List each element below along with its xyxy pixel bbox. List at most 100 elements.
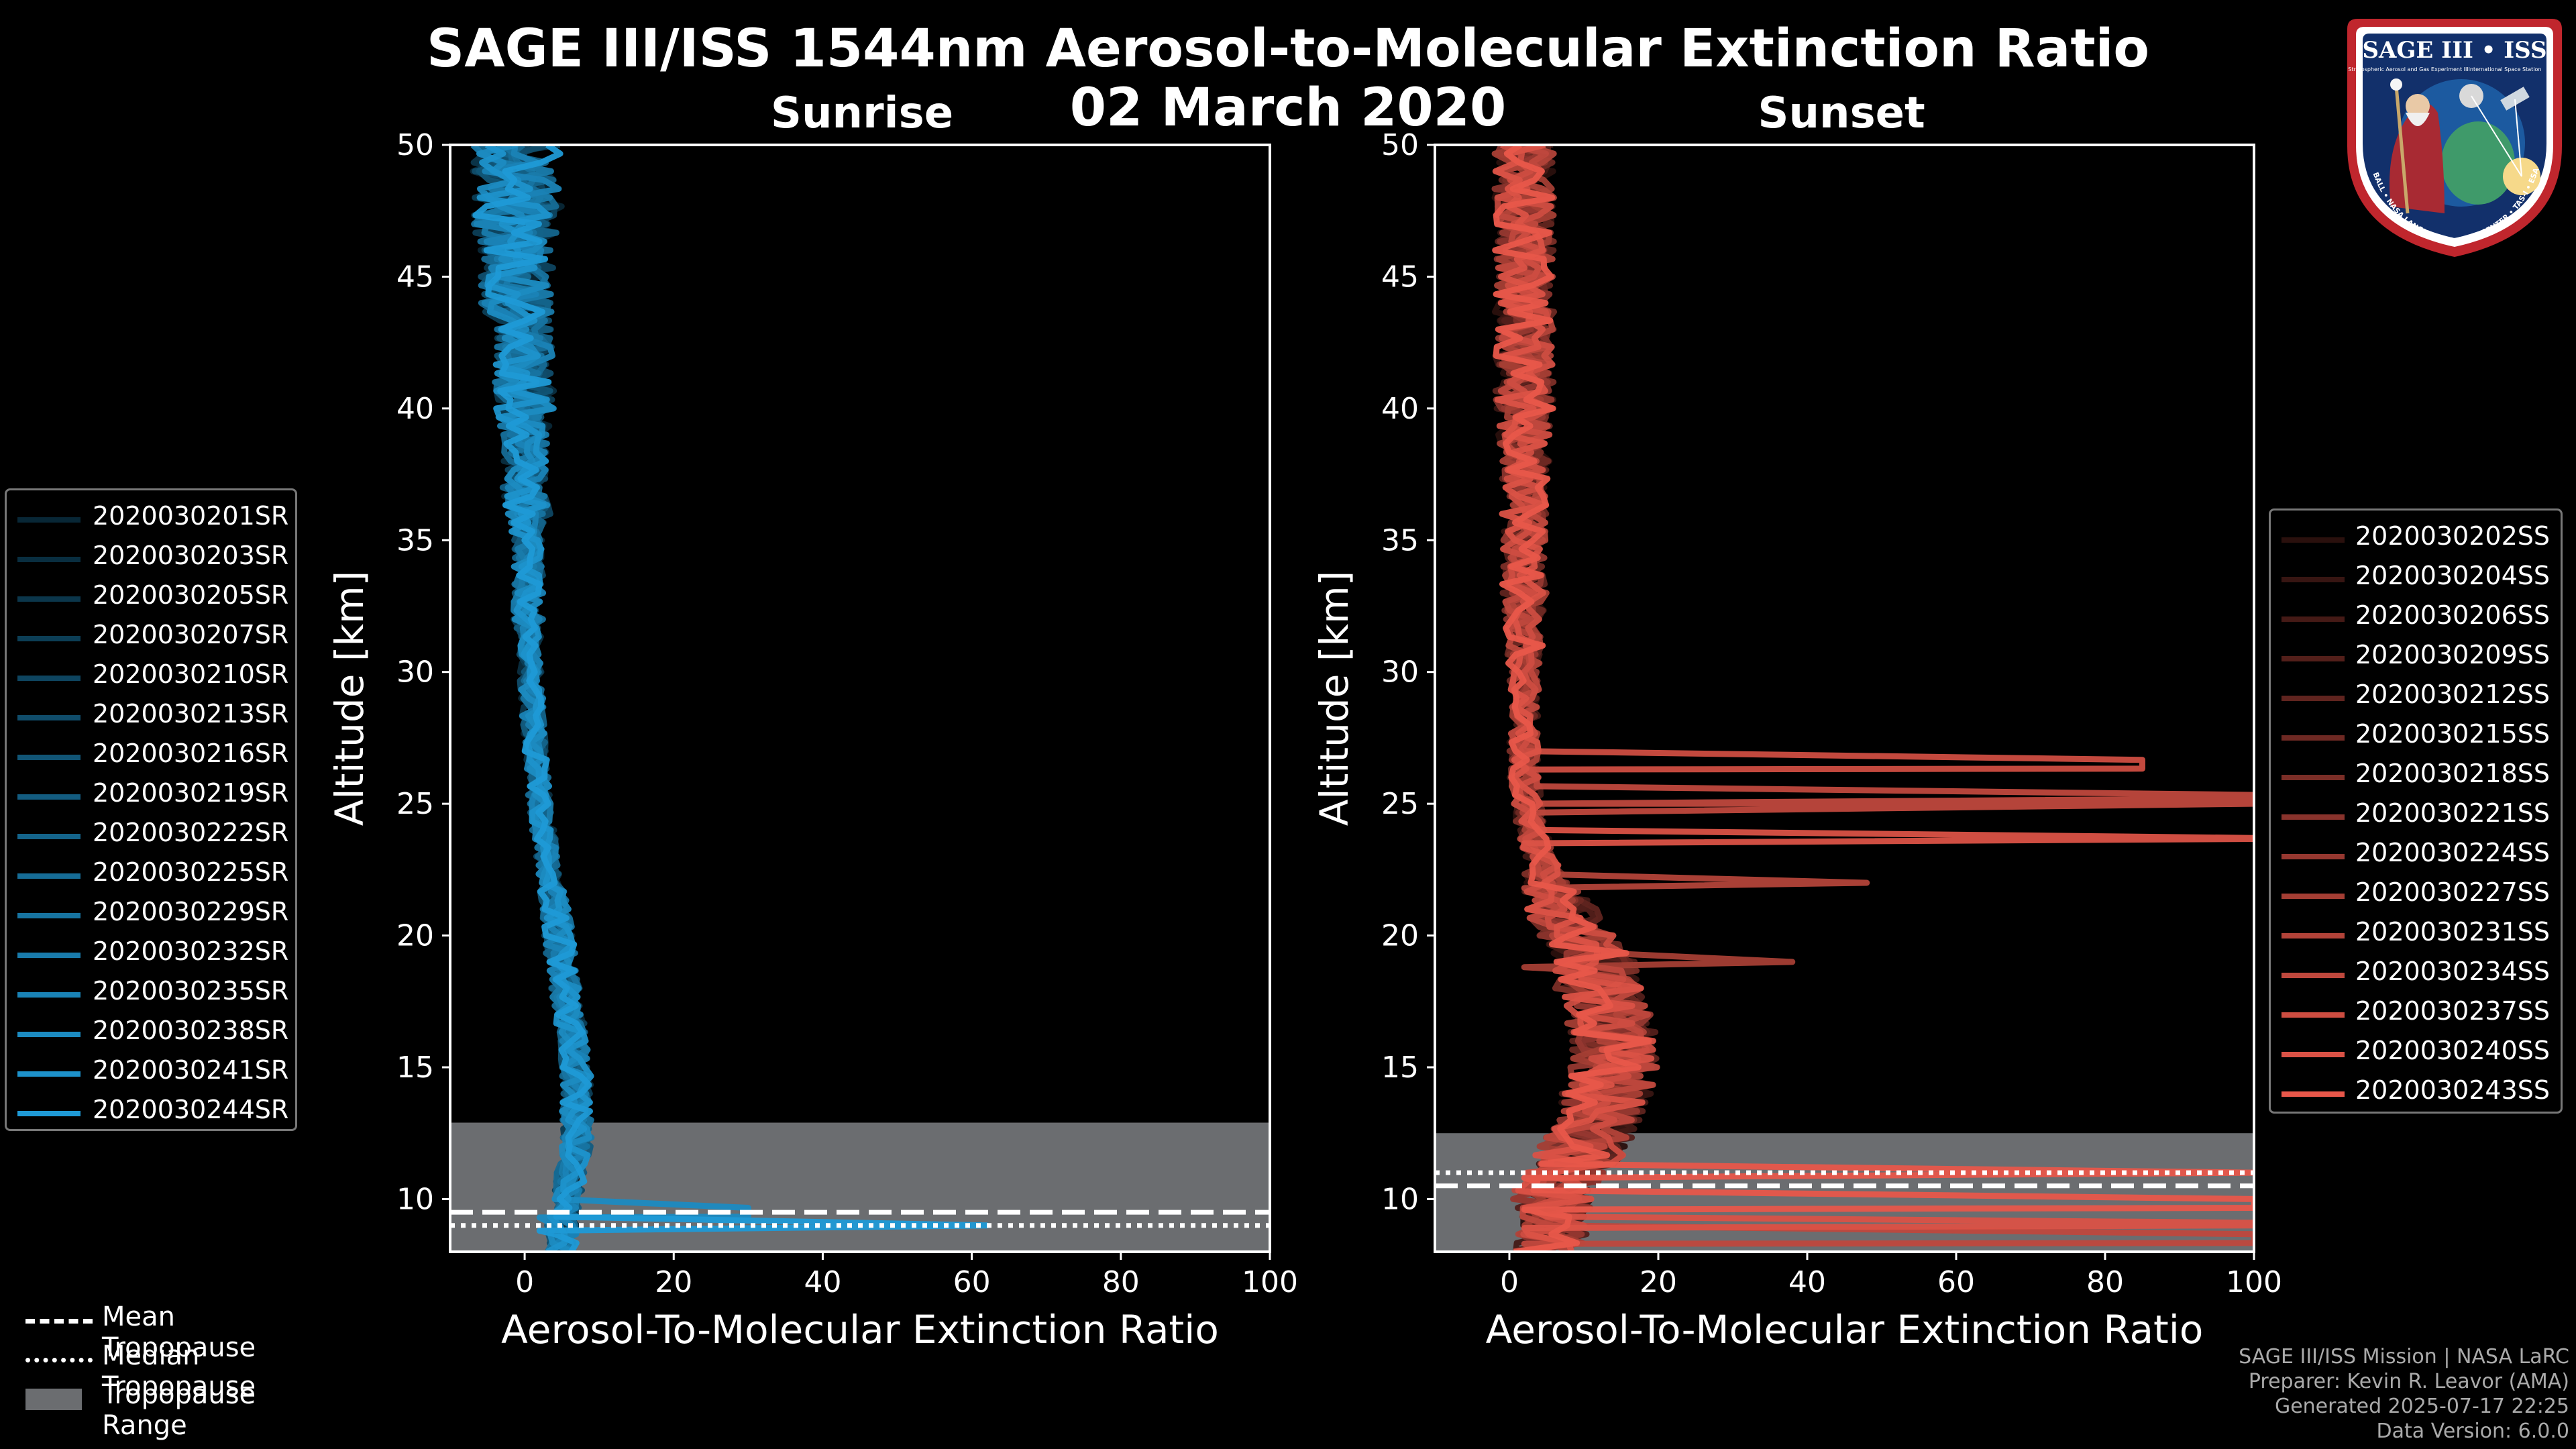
footer-mission: SAGE III/ISS Mission | NASA LaRC [2239, 1345, 2569, 1368]
sunrise-ytick-label: 35 [396, 523, 434, 557]
sunrise-ytick-label: 50 [396, 128, 434, 162]
sunrise-ytick-label: 40 [396, 392, 434, 426]
sunset-ytick-label: 20 [1381, 919, 1419, 953]
sunset-legend-label: 2020030202SS [2355, 521, 2551, 551]
sunset-legend-swatch [2282, 894, 2345, 899]
sunrise-legend-swatch [17, 1032, 80, 1037]
sunrise-legend-label: 2020030238SR [93, 1016, 289, 1045]
sunrise-ytick-label: 25 [396, 787, 434, 821]
median-tropopause-swatch [25, 1358, 93, 1362]
sunrise-legend-label: 2020030207SR [93, 620, 289, 649]
sunset-xtick-label: 80 [2086, 1265, 2124, 1299]
sunrise-xtick-label: 0 [515, 1265, 534, 1299]
logo-title: SAGE III • ISS [2362, 37, 2546, 64]
sunrise-xtick-label: 20 [655, 1265, 692, 1299]
sunset-series-group [1491, 145, 2254, 1252]
sunrise-series-2020030244SR [472, 145, 990, 1252]
sunrise-legend-swatch [17, 953, 80, 958]
sunrise-legend-swatch [17, 1071, 80, 1077]
logo-wizard-robe [2390, 103, 2445, 213]
sunrise-legend-label: 2020030219SR [93, 778, 289, 808]
sunset-legend-label: 2020030209SS [2355, 640, 2551, 669]
sunset-legend-label: 2020030234SS [2355, 957, 2551, 986]
sunrise-legend-label: 2020030203SR [93, 541, 289, 570]
sunrise-legend-swatch [17, 1111, 80, 1116]
sunset-legend-swatch [2282, 577, 2345, 582]
sunset-legend-swatch [2282, 973, 2345, 978]
footer-generated: Generated 2025-07-17 22:25 [2274, 1395, 2569, 1418]
sunset-legend-swatch [2282, 537, 2345, 543]
sunrise-xtick-label: 80 [1102, 1265, 1140, 1299]
sunset-legend-label: 2020030240SS [2355, 1036, 2551, 1065]
sunrise-xtick-label: 40 [804, 1265, 841, 1299]
footer-version: Data Version: 6.0.0 [2376, 1419, 2569, 1443]
sunrise-legend-label: 2020030235SR [93, 976, 289, 1006]
sunset-ytick-label: 30 [1381, 655, 1419, 690]
sunrise-legend-swatch [17, 873, 80, 879]
sunrise-ylabel: Altitude [km] [327, 571, 372, 826]
sunrise-legend-label: 2020030232SR [93, 936, 289, 966]
sunset-ytick-label: 15 [1381, 1051, 1419, 1085]
sunset-legend-label: 2020030215SS [2355, 719, 2551, 749]
sunset-chart: 0 20 40 60 80 100 10 15 20 25 30 35 40 45 50 Aerosol-To… [1311, 128, 2282, 1352]
sunset-legend-swatch [2282, 616, 2345, 622]
sunrise-axes-frame [449, 144, 1271, 1253]
sunset-ylabel: Altitude [km] [1311, 571, 1357, 826]
sunset-legend-swatch [2282, 1091, 2345, 1097]
figure-title-line2: 02 March 2020 [1069, 78, 1507, 138]
sunset-legend-label: 2020030212SS [2355, 680, 2551, 709]
tropopause-range-swatch [25, 1389, 82, 1410]
sunrise-legend-swatch [17, 557, 80, 562]
sunrise-legend-label: 2020030229SR [93, 897, 289, 926]
sunset-ytick-label: 25 [1381, 787, 1419, 821]
sunrise-legend-label: 2020030213SR [93, 699, 289, 729]
sunset-xlabel: Aerosol-To-Molecular Extinction Ratio [1486, 1307, 2204, 1352]
sunset-legend-swatch [2282, 775, 2345, 780]
sunset-legend-label: 2020030231SS [2355, 917, 2551, 947]
median-tropopause-label: Median Tropopause [102, 1340, 256, 1402]
sunset-series-2020030240SS [1492, 145, 2254, 1252]
sunrise-legend-swatch [17, 636, 80, 641]
footer-preparer: Preparer: Kevin R. Leavor (AMA) [2248, 1370, 2569, 1393]
sunrise-legend-label: 2020030201SR [93, 501, 289, 531]
sunset-legend-label: 2020030204SS [2355, 561, 2551, 590]
sunset-legend-label: 2020030243SS [2355, 1075, 2551, 1105]
sunset-legend-swatch [2282, 696, 2345, 701]
sunset-ytick-label: 45 [1381, 260, 1419, 294]
sage-iii-iss-logo: SAGE III • ISS Stratospheric Aerosol and… [2347, 19, 2562, 257]
sunset-ytick-label: 50 [1381, 128, 1419, 162]
sunrise-legend-swatch [17, 715, 80, 720]
sunset-legend-swatch [2282, 1012, 2345, 1018]
footer-credits: SAGE III/ISS Mission | NASA LaRC Prepare… [2239, 1344, 2569, 1444]
sunrise-legend-swatch [17, 913, 80, 918]
sunset-legend-label: 2020030224SS [2355, 838, 2551, 867]
logo-subtitle-right: International Space Station [2469, 66, 2542, 72]
sunrise-legend-swatch [17, 676, 80, 681]
figure-title-line1: SAGE III/ISS 1544nm Aerosol-to-Molecular… [427, 19, 2149, 79]
sunrise-ytick-label: 20 [396, 919, 434, 953]
sunrise-xtick-label: 100 [1242, 1265, 1298, 1299]
sunrise-legend-label: 2020030225SR [93, 857, 289, 887]
sunset-legend-label: 2020030237SS [2355, 996, 2551, 1026]
sunrise-xlabel: Aerosol-To-Molecular Extinction Ratio [501, 1307, 1219, 1352]
mean-tropopause-label: Mean Tropopause [102, 1301, 256, 1363]
sunrise-legend-swatch [17, 596, 80, 602]
sunset-axes-frame [1434, 144, 2255, 1253]
sunset-panel-title: Sunset [1758, 89, 1925, 138]
sunset-legend-label: 2020030221SS [2355, 798, 2551, 828]
sunrise-xtick-label: 60 [953, 1265, 991, 1299]
sunrise-ytick-label: 10 [396, 1182, 434, 1216]
sunrise-ytick-label: 15 [396, 1051, 434, 1085]
sunset-legend-swatch [2282, 933, 2345, 938]
sunrise-legend-swatch [17, 755, 80, 760]
sunset-xtick-label: 60 [1937, 1265, 1975, 1299]
sunset-legend: 2020030202SS 2020030204SS 2020030206SS 2020… [2269, 508, 2563, 1114]
sunrise-chart: 0 20 40 60 80 100 10 15 20 25 30 35 40 45 50 Aerosol-To… [327, 128, 1298, 1352]
sunset-xtick-label: 20 [1640, 1265, 1677, 1299]
sunset-legend-swatch [2282, 656, 2345, 661]
sunset-xtick-label: 0 [1500, 1265, 1519, 1299]
sunset-ytick-label: 40 [1381, 392, 1419, 426]
sunrise-ytick-label: 45 [396, 260, 434, 294]
sunrise-legend-swatch [17, 517, 80, 523]
